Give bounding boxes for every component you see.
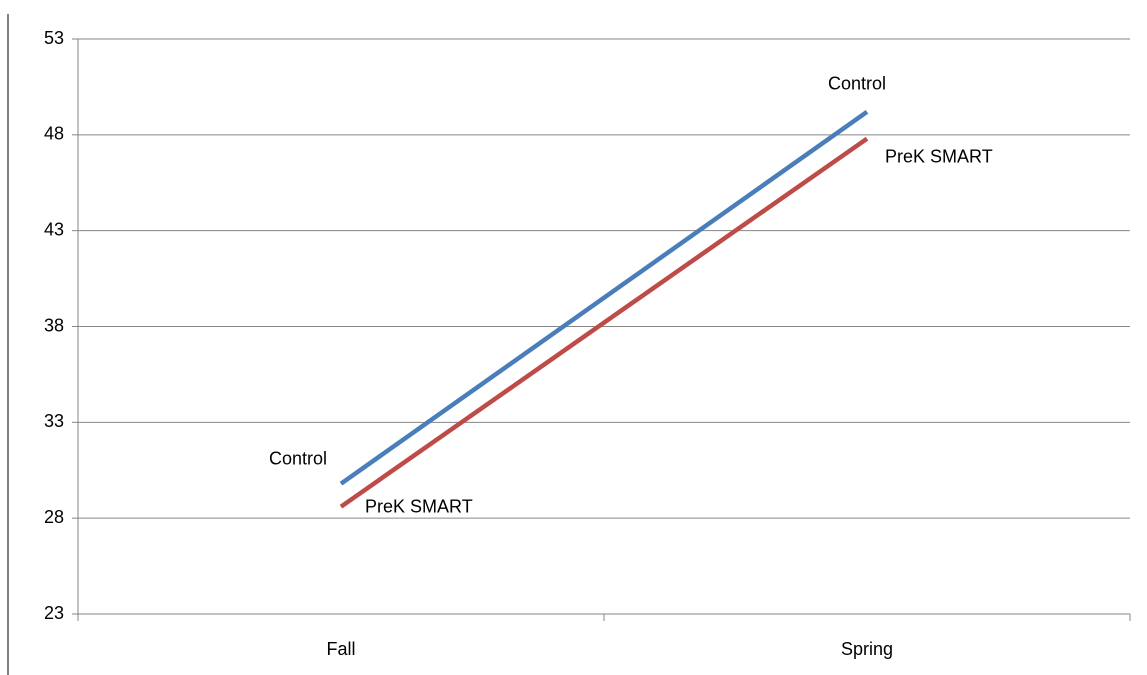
y-tick-label: 33	[44, 411, 64, 431]
series-label: Control	[269, 448, 327, 468]
x-tick-label: Spring	[841, 639, 893, 659]
y-tick-label: 48	[44, 124, 64, 144]
y-tick-label: 23	[44, 603, 64, 623]
series-line	[339, 136, 869, 509]
y-tick-label: 28	[44, 507, 64, 527]
y-tick-label: 53	[44, 28, 64, 48]
series-label: PreK SMART	[365, 496, 473, 516]
series-label: Control	[828, 74, 886, 94]
series-line	[339, 109, 869, 486]
header-strip	[0, 0, 1147, 14]
x-tick-label: Fall	[326, 639, 355, 659]
series-label: PreK SMART	[885, 146, 993, 166]
y-tick-label: 43	[44, 219, 64, 239]
y-tick-label: 38	[44, 315, 64, 335]
